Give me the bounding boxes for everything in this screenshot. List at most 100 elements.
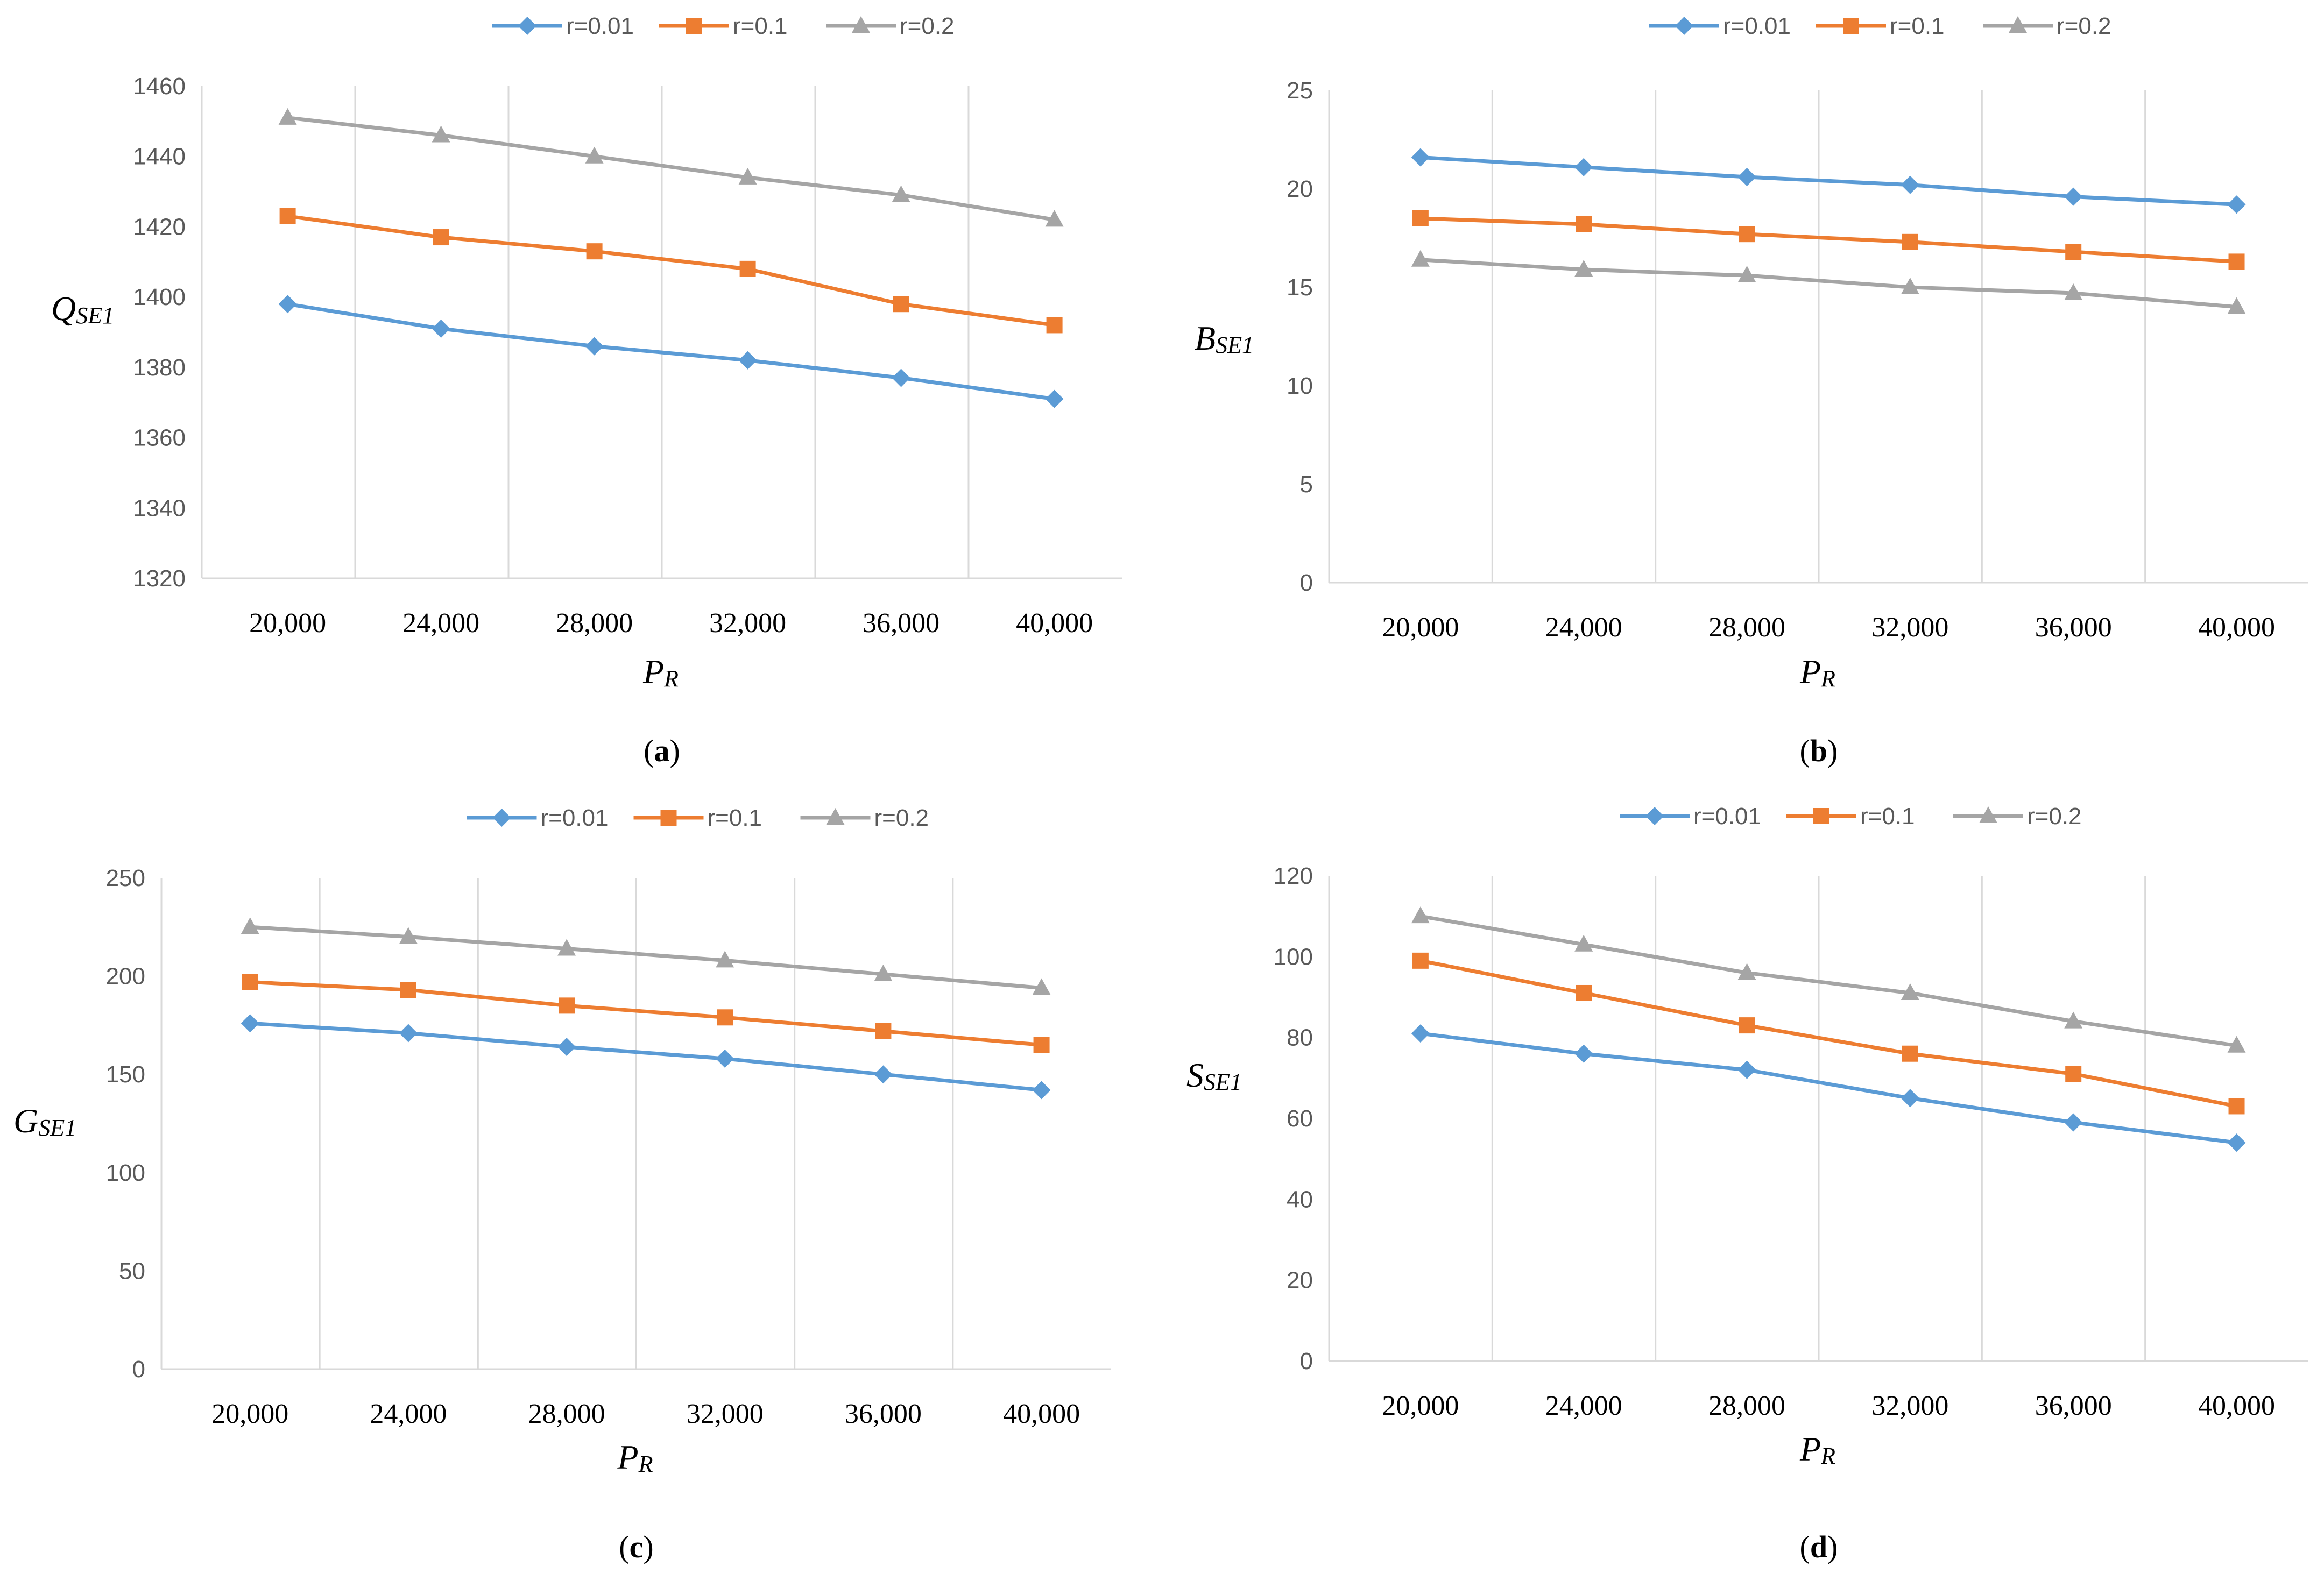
data-point-r=0.01-2 — [557, 1038, 576, 1057]
y-tick-label: 1320 — [133, 565, 186, 592]
data-point-r=0.2-5 — [1045, 210, 1064, 227]
y-tick-label: 20 — [1287, 176, 1313, 202]
data-point-r=0.01-5 — [2227, 195, 2246, 214]
y-tick-label: 0 — [1300, 570, 1313, 596]
x-tick-label: 20,000 — [1382, 1391, 1459, 1421]
y-tick-label: 25 — [1287, 77, 1313, 104]
legend-label: r=0.1 — [708, 805, 762, 831]
y-tick-label: 1440 — [133, 144, 186, 170]
y-axis-title: GSE1 — [13, 1102, 76, 1141]
data-point-r=0.2-1 — [432, 125, 450, 143]
x-tick-label: 24,000 — [370, 1399, 447, 1429]
x-tick-label: 40,000 — [2198, 1391, 2275, 1421]
legend-marker — [1843, 18, 1859, 34]
x-tick-label: 20,000 — [249, 608, 326, 639]
y-tick-label: 50 — [119, 1258, 145, 1284]
legend-item-r=0.1: r=0.1 — [633, 805, 762, 831]
series-line-r=0.2 — [1418, 914, 2239, 1048]
data-point-r=0.2-0 — [241, 917, 259, 934]
legend-label: r=0.2 — [900, 13, 955, 39]
y-tick-label: 1360 — [133, 425, 186, 451]
legend-item-r=0.01: r=0.01 — [1620, 803, 1761, 830]
data-point-r=0.1-0 — [279, 208, 296, 224]
legend-item-r=0.2: r=0.2 — [1983, 13, 2111, 39]
legend-marker — [660, 810, 677, 826]
data-point-r=0.2-2 — [585, 146, 604, 164]
x-axis-title: PR — [1799, 1430, 1835, 1469]
legend-label: r=0.2 — [2027, 803, 2082, 830]
data-point-r=0.2-1 — [1574, 934, 1593, 952]
x-tick-label: 28,000 — [528, 1399, 605, 1429]
data-point-r=0.1-5 — [1033, 1037, 1050, 1053]
series-line-r=0.1 — [286, 214, 1057, 327]
data-point-r=0.01-1 — [1574, 1044, 1593, 1063]
data-point-r=0.1-5 — [2228, 1098, 2245, 1115]
data-point-r=0.01-5 — [1032, 1081, 1051, 1100]
data-point-r=0.1-4 — [2065, 1066, 2082, 1082]
legend-item-r=0.1: r=0.1 — [659, 13, 788, 39]
data-point-r=0.01-2 — [1737, 1060, 1756, 1079]
x-tick-label: 36,000 — [2035, 1391, 2112, 1421]
legend-label: r=0.01 — [566, 13, 634, 39]
x-axis-title: PR — [642, 653, 679, 692]
data-point-r=0.01-2 — [1737, 168, 1756, 187]
data-point-r=0.1-0 — [1412, 210, 1429, 226]
data-point-r=0.01-4 — [892, 368, 910, 387]
y-tick-label: 10 — [1287, 373, 1313, 399]
data-point-r=0.01-1 — [399, 1024, 418, 1043]
data-point-r=0.2-2 — [1737, 963, 1756, 980]
data-point-r=0.01-2 — [585, 337, 604, 356]
data-point-r=0.01-0 — [1411, 148, 1430, 167]
data-point-r=0.1-4 — [2065, 244, 2082, 260]
y-axis-title: SSE1 — [1186, 1056, 1242, 1095]
series-line-r=0.01 — [248, 1021, 1044, 1092]
data-point-r=0.1-4 — [893, 296, 909, 313]
legend-label: r=0.2 — [2057, 13, 2111, 39]
y-tick-label: 1380 — [133, 355, 186, 381]
series-line-r=0.01 — [1418, 1031, 2239, 1145]
x-tick-label: 28,000 — [1708, 612, 1785, 643]
legend-label: r=0.01 — [541, 805, 609, 831]
data-point-r=0.2-0 — [1411, 250, 1430, 267]
panel-caption: (b) — [1800, 733, 1838, 768]
data-point-r=0.2-4 — [2064, 1011, 2083, 1029]
data-point-r=0.2-4 — [2064, 283, 2083, 300]
y-tick-label: 100 — [1274, 944, 1313, 970]
y-tick-label: 0 — [1300, 1348, 1313, 1374]
data-point-r=0.2-4 — [874, 964, 893, 981]
x-tick-label: 28,000 — [1708, 1391, 1785, 1421]
series-line-r=0.01 — [1418, 155, 2239, 207]
y-tick-label: 20 — [1287, 1267, 1313, 1294]
panel-caption: (c) — [619, 1529, 653, 1564]
x-tick-label: 28,000 — [556, 608, 633, 639]
data-point-r=0.2-3 — [1901, 983, 1919, 1000]
data-point-r=0.1-1 — [1576, 216, 1592, 232]
y-tick-label: 1420 — [133, 214, 186, 240]
y-axis-title: QSE1 — [51, 289, 114, 329]
data-point-r=0.2-5 — [2227, 1036, 2246, 1053]
y-tick-label: 1400 — [133, 284, 186, 310]
x-tick-label: 24,000 — [1545, 612, 1622, 643]
x-tick-label: 40,000 — [2198, 612, 2275, 643]
x-axis-title: PR — [617, 1438, 653, 1477]
y-tick-label: 1340 — [133, 495, 186, 521]
legend-marker — [1979, 806, 1997, 823]
x-tick-label: 40,000 — [1003, 1399, 1080, 1429]
legend-item-r=0.2: r=0.2 — [800, 805, 929, 831]
data-point-r=0.01-1 — [1574, 158, 1593, 176]
legend-label: r=0.1 — [1860, 803, 1915, 830]
y-tick-label: 0 — [132, 1356, 145, 1383]
data-point-r=0.1-5 — [2228, 253, 2245, 270]
chart-panel-a: 1320 1340 1360 1380 1400 1420 1440 1460 20,000 24… — [51, 13, 1122, 768]
data-point-r=0.01-3 — [738, 351, 757, 370]
data-point-r=0.01-1 — [432, 319, 450, 338]
data-point-r=0.01-0 — [241, 1014, 259, 1033]
legend-item-r=0.1: r=0.1 — [1816, 13, 1945, 39]
series-line-r=0.2 — [248, 925, 1044, 990]
legend-marker — [1813, 808, 1829, 824]
data-point-r=0.1-3 — [1902, 1045, 1918, 1062]
legend-marker — [852, 16, 870, 33]
data-point-r=0.1-1 — [433, 229, 449, 246]
data-point-r=0.1-0 — [1412, 952, 1429, 969]
